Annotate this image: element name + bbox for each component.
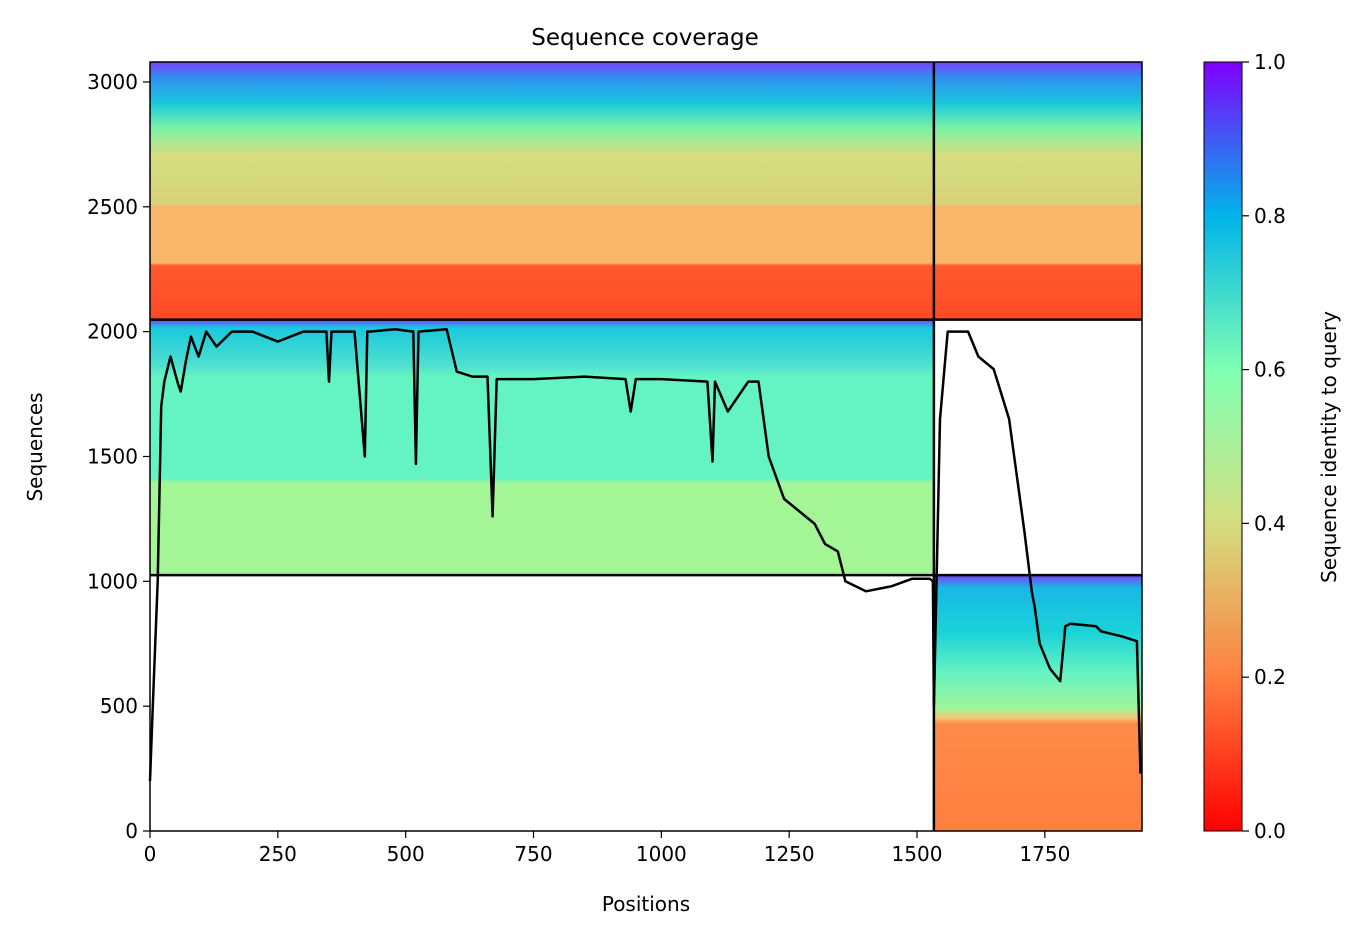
x-tick-label: 0 xyxy=(144,842,157,866)
y-axis-label: Sequences xyxy=(23,392,47,501)
colorbar-tick-label: 0.6 xyxy=(1254,358,1286,382)
coverage-block xyxy=(933,575,1142,831)
plot-frame xyxy=(149,61,1143,832)
x-tick-label: 1250 xyxy=(764,842,815,866)
colorbar xyxy=(1203,61,1243,832)
x-tick-label: 1000 xyxy=(636,842,687,866)
x-tick-label: 250 xyxy=(259,842,297,866)
chart-title: Sequence coverage xyxy=(531,25,759,51)
y-tick-label: 1000 xyxy=(87,569,138,593)
x-axis-label: Positions xyxy=(602,892,690,916)
x-tick-label: 750 xyxy=(514,842,552,866)
colorbar-tick-label: 0.8 xyxy=(1254,204,1286,228)
y-tick-label: 2500 xyxy=(87,195,138,219)
y-tick-label: 500 xyxy=(100,694,138,718)
x-tick-label: 1500 xyxy=(892,842,943,866)
msa-coverage-blocks xyxy=(150,62,1142,831)
coverage-block xyxy=(150,62,934,320)
block-separators xyxy=(150,62,1142,831)
coverage-line-group xyxy=(148,327,1142,782)
y-tick-label: 1500 xyxy=(87,444,138,468)
colorbar-tick-label: 0.0 xyxy=(1254,819,1286,843)
coverage-line xyxy=(148,327,1142,782)
x-tick-label: 1750 xyxy=(1019,842,1070,866)
colorbar-label: Sequence identity to query xyxy=(1317,311,1341,583)
y-tick-label: 2000 xyxy=(87,320,138,344)
colorbar-tick-label: 1.0 xyxy=(1254,50,1286,74)
x-axis-ticks: 0 250 500 750 1000 1250 1500 1750 xyxy=(144,831,1070,866)
y-tick-label: 0 xyxy=(125,819,138,843)
coverage-block xyxy=(150,319,934,576)
colorbar-tick-label: 0.4 xyxy=(1254,511,1286,535)
y-axis-ticks: 0 500 1000 1500 2000 2500 3000 xyxy=(87,70,150,843)
y-tick-label: 3000 xyxy=(87,70,138,94)
colorbar-tick-label: 0.2 xyxy=(1254,665,1286,689)
colorbar-ticks: 0.0 0.2 0.4 0.6 0.8 1.0 xyxy=(1242,50,1286,843)
x-tick-label: 500 xyxy=(387,842,425,866)
coverage-block xyxy=(933,62,1142,320)
